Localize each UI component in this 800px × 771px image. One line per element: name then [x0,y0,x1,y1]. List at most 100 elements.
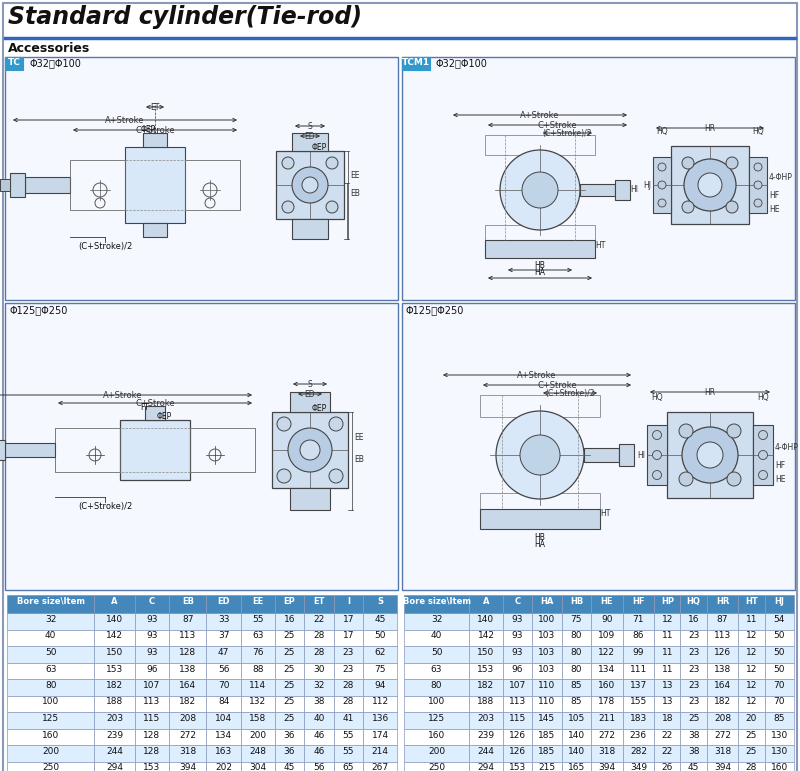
Text: 188: 188 [106,698,123,706]
Text: 304: 304 [250,763,266,771]
Bar [480,395,600,417]
Text: 318: 318 [598,747,615,756]
Bar [485,225,595,245]
Bar [532,712,562,729]
Text: TCM1: TCM1 [402,58,430,67]
Bar [170,695,206,712]
Bar [94,629,134,646]
Text: 85: 85 [570,681,582,690]
Bar [134,729,170,745]
Text: 45: 45 [284,763,295,771]
Bar [404,679,469,695]
Text: 23: 23 [343,648,354,657]
Text: 318: 318 [179,747,196,756]
Text: 145: 145 [538,714,555,723]
Bar [404,613,469,629]
Text: 136: 136 [371,714,389,723]
Bar [5,303,398,590]
Bar [7,745,94,762]
Bar [185,160,240,210]
Bar [562,646,591,662]
Circle shape [682,157,694,169]
Text: 70: 70 [218,681,230,690]
Text: 85: 85 [570,698,582,706]
Text: 94: 94 [374,681,386,690]
Text: 113: 113 [509,698,526,706]
Circle shape [726,201,738,213]
Circle shape [329,417,343,431]
Bar [404,745,469,762]
Text: 20: 20 [746,714,757,723]
Text: HT: HT [745,597,758,606]
Bar [681,613,706,629]
Bar [170,595,206,613]
Bar [738,646,765,662]
Bar [503,613,532,629]
Text: FT: FT [141,403,150,412]
Bar [304,745,334,762]
Bar [681,662,706,679]
Bar [681,646,706,662]
Text: 267: 267 [371,763,389,771]
Text: 137: 137 [630,681,647,690]
Bar [404,695,469,712]
Circle shape [653,470,662,480]
Text: 11: 11 [662,631,673,641]
Bar [404,662,469,679]
Bar [290,392,330,412]
Bar [469,629,503,646]
Bar [532,646,562,662]
Text: 50: 50 [45,648,57,657]
Bar [681,745,706,762]
Text: 25: 25 [284,714,295,723]
Bar [469,646,503,662]
Circle shape [682,201,694,213]
Text: 63: 63 [252,631,264,641]
Bar [765,712,794,729]
Text: 394: 394 [179,763,196,771]
Bar [671,146,749,224]
Text: 272: 272 [179,730,196,739]
Text: HE: HE [769,204,779,214]
Text: 11: 11 [662,648,673,657]
Bar [706,629,738,646]
Bar [738,595,765,613]
Text: 203: 203 [478,714,494,723]
Bar [562,595,591,613]
Text: 93: 93 [146,648,158,657]
Bar [170,629,206,646]
Bar [622,646,654,662]
Text: 12: 12 [746,648,757,657]
Text: 36: 36 [284,730,295,739]
Bar [7,712,94,729]
Bar [55,428,120,472]
Circle shape [282,157,294,169]
Text: 25: 25 [688,714,699,723]
Bar [5,57,398,300]
Bar [304,729,334,745]
Text: HQ: HQ [686,597,701,606]
Text: 104: 104 [215,714,232,723]
Text: 70: 70 [774,681,785,690]
Text: 25: 25 [284,681,295,690]
Text: 248: 248 [250,747,266,756]
Bar [134,613,170,629]
Text: 272: 272 [598,730,615,739]
Bar [94,662,134,679]
Bar [562,679,591,695]
Bar [276,151,344,219]
Text: 208: 208 [179,714,196,723]
Text: EE: EE [354,433,363,443]
Text: 140: 140 [568,730,585,739]
Bar [706,729,738,745]
Text: 185: 185 [538,747,555,756]
Text: 128: 128 [179,648,196,657]
Text: 90: 90 [601,615,613,624]
Bar [94,745,134,762]
Text: C+Stroke: C+Stroke [135,126,175,135]
Text: 128: 128 [143,730,161,739]
Text: 160: 160 [598,681,615,690]
Text: 40: 40 [314,714,325,723]
Text: 93: 93 [512,631,523,641]
Bar [706,762,738,771]
